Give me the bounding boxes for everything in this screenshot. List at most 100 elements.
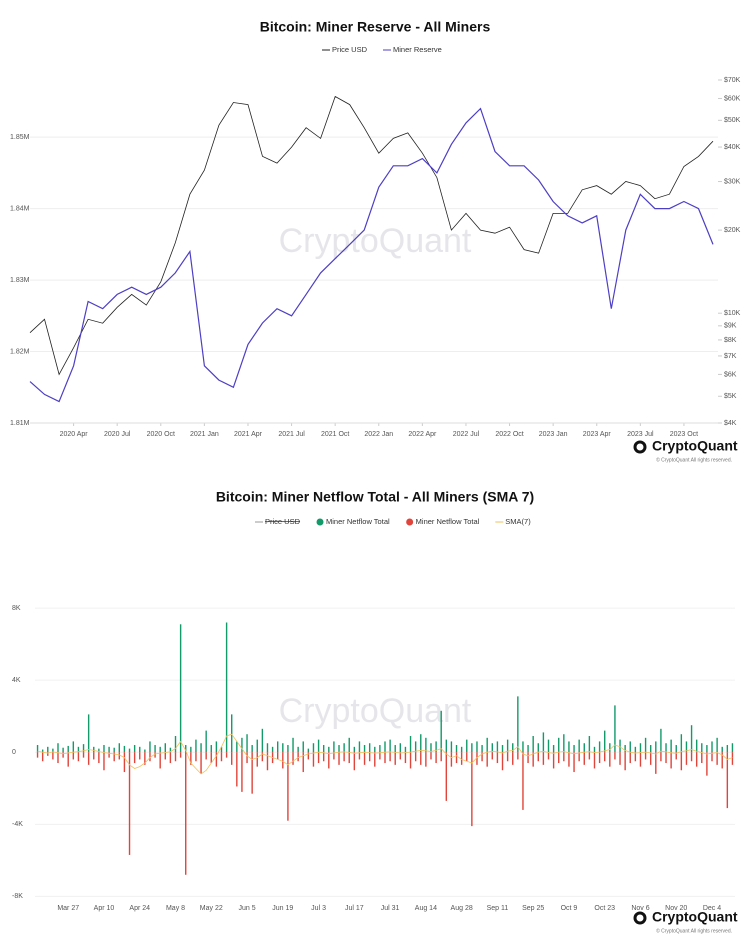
bar bbox=[282, 743, 284, 753]
x-tick-label: Apr 10 bbox=[94, 905, 115, 912]
bar bbox=[190, 746, 192, 753]
bar bbox=[368, 743, 371, 753]
bar bbox=[455, 745, 458, 753]
bar bbox=[185, 745, 187, 753]
x-tick-label: 2021 Jan bbox=[190, 431, 219, 438]
bar bbox=[399, 743, 402, 753]
bar bbox=[113, 747, 115, 753]
bar bbox=[435, 741, 437, 753]
bar bbox=[169, 752, 172, 764]
y2-tick-label: $50K bbox=[724, 117, 741, 124]
bar bbox=[82, 752, 85, 758]
bar bbox=[384, 752, 386, 764]
y-tick-label: 1.84M bbox=[10, 205, 30, 212]
y2-tick-label: $8K bbox=[724, 337, 737, 344]
bar bbox=[164, 752, 166, 760]
bar bbox=[660, 752, 662, 762]
bar bbox=[476, 741, 478, 753]
bar bbox=[532, 752, 534, 767]
legend-label: Price USD bbox=[332, 45, 368, 54]
bar bbox=[220, 752, 223, 762]
bar bbox=[706, 745, 708, 753]
bar bbox=[695, 739, 698, 753]
bar bbox=[655, 741, 657, 753]
bar bbox=[644, 752, 647, 760]
y-tick-label: -4K bbox=[12, 821, 23, 828]
bar bbox=[200, 752, 202, 774]
bar bbox=[425, 752, 427, 767]
brand: CryptoQuant bbox=[652, 909, 738, 925]
x-tick-label: May 22 bbox=[200, 905, 223, 912]
bar bbox=[225, 622, 228, 753]
bar bbox=[353, 746, 356, 753]
bar bbox=[215, 741, 218, 753]
bar bbox=[174, 752, 177, 762]
bar bbox=[670, 739, 672, 753]
x-tick-label: 2021 Apr bbox=[234, 431, 263, 438]
bar bbox=[547, 752, 550, 760]
bar bbox=[317, 739, 320, 753]
bar bbox=[246, 752, 248, 764]
bar bbox=[425, 737, 427, 753]
y-tick-label: 8K bbox=[12, 605, 21, 612]
bar bbox=[721, 752, 723, 769]
bar bbox=[726, 752, 729, 809]
y2-tick-label: $4K bbox=[724, 420, 737, 427]
bar bbox=[512, 743, 514, 753]
bar bbox=[251, 752, 253, 794]
bar bbox=[445, 752, 448, 801]
bar bbox=[573, 752, 575, 773]
bar bbox=[568, 741, 570, 753]
bar bbox=[62, 752, 64, 758]
bar bbox=[496, 752, 499, 764]
bar bbox=[113, 752, 115, 762]
logo-icon bbox=[633, 911, 647, 925]
bar bbox=[435, 752, 437, 764]
x-tick-label: Nov 6 bbox=[631, 905, 649, 912]
x-tick-label: 2023 Jul bbox=[627, 431, 654, 438]
bar bbox=[205, 752, 207, 760]
y-tick-label: 1.83M bbox=[10, 277, 30, 284]
bar bbox=[52, 752, 54, 760]
bar bbox=[67, 752, 69, 767]
bar bbox=[322, 752, 325, 762]
bar bbox=[563, 734, 565, 753]
bar bbox=[277, 752, 279, 760]
bar bbox=[460, 746, 463, 753]
bar bbox=[210, 752, 212, 764]
bar bbox=[389, 739, 391, 753]
bar bbox=[123, 745, 126, 753]
bar bbox=[701, 752, 703, 764]
bar bbox=[604, 752, 606, 762]
bar bbox=[481, 745, 483, 753]
bar bbox=[440, 752, 442, 762]
bar bbox=[368, 752, 371, 762]
bar bbox=[225, 752, 228, 758]
bar bbox=[527, 745, 529, 753]
y2-tick-label: $40K bbox=[724, 144, 741, 151]
bar bbox=[72, 752, 75, 760]
bar bbox=[57, 743, 59, 753]
bar bbox=[634, 752, 637, 762]
y-tick-label: -8K bbox=[12, 893, 23, 900]
bar bbox=[711, 741, 713, 753]
x-tick-label: 2022 Apr bbox=[408, 431, 437, 438]
bar bbox=[491, 752, 493, 760]
bar bbox=[307, 752, 310, 760]
bar bbox=[343, 743, 345, 753]
bar bbox=[374, 746, 376, 753]
bar bbox=[619, 739, 621, 753]
bar bbox=[466, 739, 468, 753]
bar bbox=[52, 748, 54, 753]
bar bbox=[649, 752, 652, 765]
bar bbox=[307, 748, 310, 753]
bar bbox=[532, 736, 534, 753]
bar bbox=[297, 746, 299, 753]
bar bbox=[179, 624, 182, 753]
bar bbox=[522, 741, 524, 753]
bar bbox=[466, 752, 468, 762]
bar bbox=[328, 746, 330, 753]
bar bbox=[527, 752, 529, 764]
bar bbox=[471, 743, 473, 753]
bar bbox=[420, 734, 422, 753]
